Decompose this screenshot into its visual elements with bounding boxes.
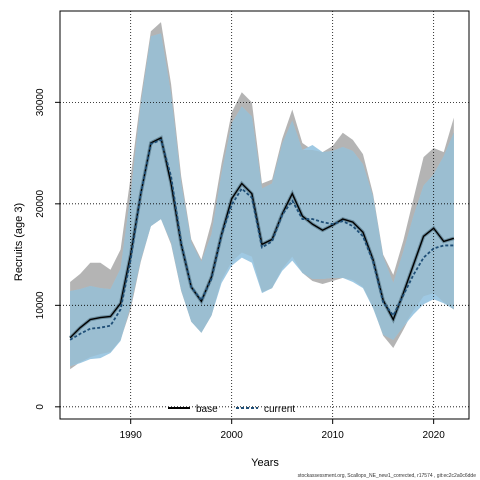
axes	[55, 10, 470, 424]
y-tick-label-30000: 30000	[35, 88, 46, 116]
x-tick-label-1990: 1990	[120, 430, 143, 441]
legend-current-label: current	[264, 404, 295, 415]
x-tick-label-2020: 2020	[423, 430, 446, 441]
y-axis-title: Recruits (age 3)	[13, 203, 25, 281]
y-tick-label-0: 0	[35, 404, 46, 410]
footnote: stockassessment.org, Scallops_NE_new1_co…	[298, 473, 477, 479]
legend: base current	[168, 404, 295, 415]
series-current-path	[69, 138, 454, 341]
series-base-path	[69, 136, 455, 339]
confidence-band-overlap	[70, 33, 454, 367]
y-tick-label-10000: 10000	[35, 291, 46, 319]
legend-base-label: base	[196, 404, 218, 415]
series-current-line	[69, 138, 454, 341]
band-overlap-area	[70, 33, 454, 367]
x-axis-title: Years	[251, 457, 279, 469]
grid-lines	[60, 11, 469, 419]
plot-area	[60, 11, 469, 419]
series-base-line	[68, 135, 455, 340]
y-tick-label-20000: 20000	[35, 189, 46, 217]
x-tick-label-2010: 2010	[322, 430, 345, 441]
x-tick-label-2000: 2000	[221, 430, 244, 441]
plot-frame	[59, 10, 470, 420]
tick-labels: 1990 2000 2010 2020 0 10000 20000 30000	[35, 88, 445, 441]
